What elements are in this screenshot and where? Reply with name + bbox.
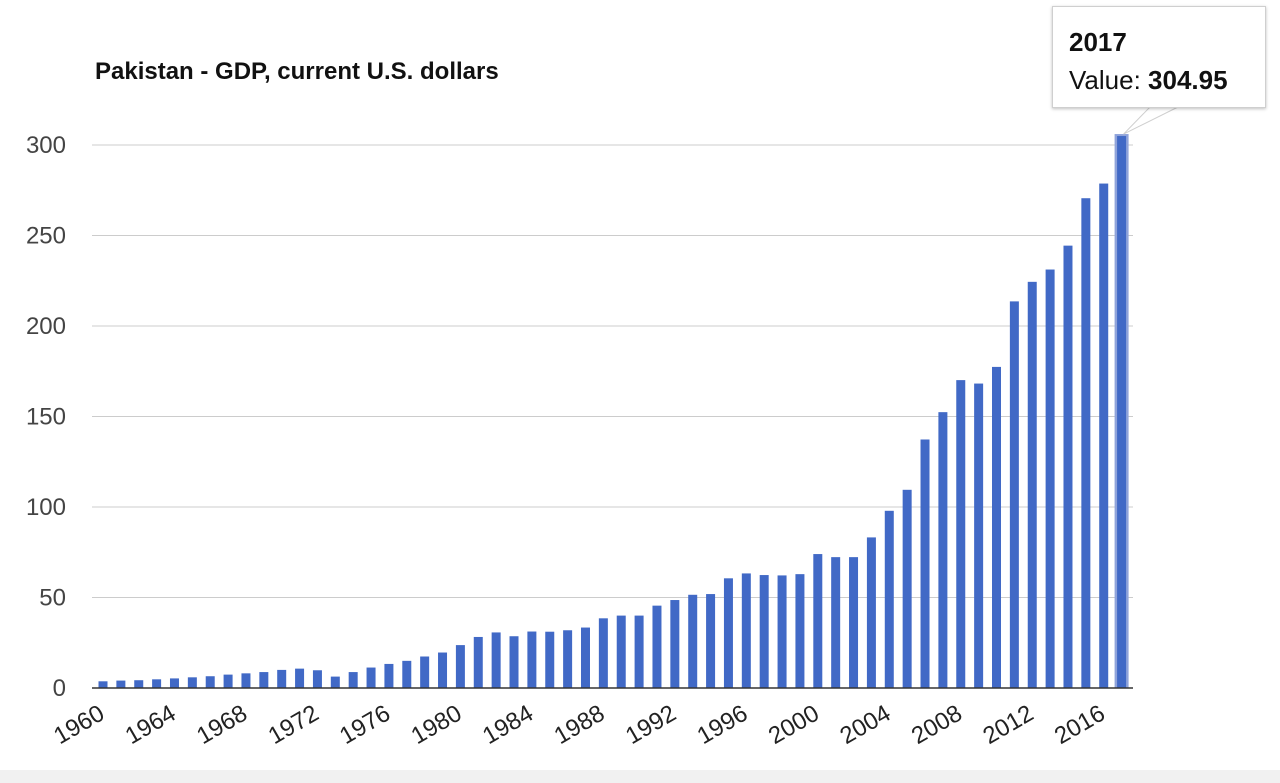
bar	[241, 673, 251, 688]
bar	[169, 678, 179, 688]
x-tick-label: 1988	[550, 700, 610, 750]
bar	[366, 667, 376, 688]
tooltip-year: 2017	[1069, 27, 1127, 57]
x-tick-label: 1964	[121, 700, 181, 750]
bar	[813, 554, 823, 688]
bar	[616, 615, 626, 688]
x-tick-label: 2008	[907, 700, 967, 750]
x-tick-label: 1992	[621, 700, 681, 750]
tooltip-label: Value:	[1069, 65, 1141, 95]
bar	[866, 537, 876, 688]
bar	[438, 652, 448, 688]
bar	[277, 669, 287, 688]
y-tick-label: 0	[53, 675, 66, 702]
bar	[938, 412, 948, 688]
x-tick-label: 1984	[478, 700, 538, 750]
bar	[152, 679, 162, 688]
bar	[295, 668, 305, 688]
bar	[777, 575, 787, 688]
bar	[723, 578, 733, 688]
x-tick-label: 1972	[264, 700, 324, 750]
bar	[849, 557, 859, 688]
x-tick-label: 1968	[192, 700, 252, 750]
bar	[956, 380, 966, 688]
bar	[688, 594, 698, 688]
x-tick-label: 1996	[693, 700, 753, 750]
bar	[402, 660, 412, 688]
bar	[491, 632, 501, 688]
y-tick-label: 100	[26, 494, 66, 521]
bar	[330, 676, 340, 688]
bar	[384, 663, 394, 688]
bar	[420, 656, 430, 688]
bar	[670, 600, 680, 688]
bar	[1063, 245, 1073, 689]
bar	[1027, 281, 1037, 688]
bar	[634, 615, 644, 688]
bar	[545, 631, 555, 688]
bar	[598, 618, 608, 688]
y-tick-label: 50	[39, 585, 66, 612]
bar	[509, 636, 519, 688]
bar	[563, 630, 573, 688]
bar	[974, 383, 984, 688]
bar	[473, 636, 483, 688]
bar	[116, 680, 126, 688]
bar	[652, 605, 662, 688]
bar	[759, 575, 769, 688]
y-tick-label: 300	[26, 132, 66, 159]
y-tick-label: 150	[26, 404, 66, 431]
bar	[1045, 269, 1055, 688]
bar	[795, 574, 805, 688]
chart-title: Pakistan - GDP, current U.S. dollars	[95, 58, 499, 85]
bar	[98, 681, 108, 688]
tooltip-pointer	[1123, 106, 1179, 135]
bar	[580, 627, 590, 688]
tooltip-value: 304.95	[1148, 65, 1228, 95]
bar	[259, 672, 269, 688]
y-tick-label: 200	[26, 313, 66, 340]
bar	[920, 439, 930, 688]
bar	[902, 489, 912, 688]
bottom-strip	[0, 770, 1280, 783]
bar	[1081, 198, 1091, 689]
bar	[223, 674, 233, 688]
value-tooltip: 2017 Value: 304.95	[1052, 6, 1266, 108]
tooltip-value-line: Value: 304.95	[1069, 65, 1228, 96]
bar	[1099, 183, 1109, 689]
x-tick-label: 2000	[764, 700, 824, 750]
bar	[187, 677, 197, 688]
bar	[134, 680, 144, 688]
x-tick-label: 2004	[836, 700, 896, 750]
x-tick-label: 2012	[979, 700, 1039, 750]
x-tick-label: 1960	[49, 700, 109, 750]
bar	[1009, 301, 1019, 688]
bar	[992, 366, 1001, 688]
x-tick-label: 1980	[407, 700, 467, 750]
bar	[348, 672, 358, 688]
bar	[1117, 136, 1127, 688]
bar	[527, 631, 537, 688]
bar	[884, 510, 894, 688]
bar	[455, 645, 465, 688]
y-tick-label: 250	[26, 223, 66, 250]
x-tick-label: 2016	[1050, 700, 1110, 750]
bar	[205, 676, 215, 688]
bar	[741, 573, 751, 688]
bar	[706, 594, 716, 688]
x-tick-label: 1976	[335, 700, 395, 750]
bar	[831, 557, 841, 688]
bar	[312, 670, 322, 688]
